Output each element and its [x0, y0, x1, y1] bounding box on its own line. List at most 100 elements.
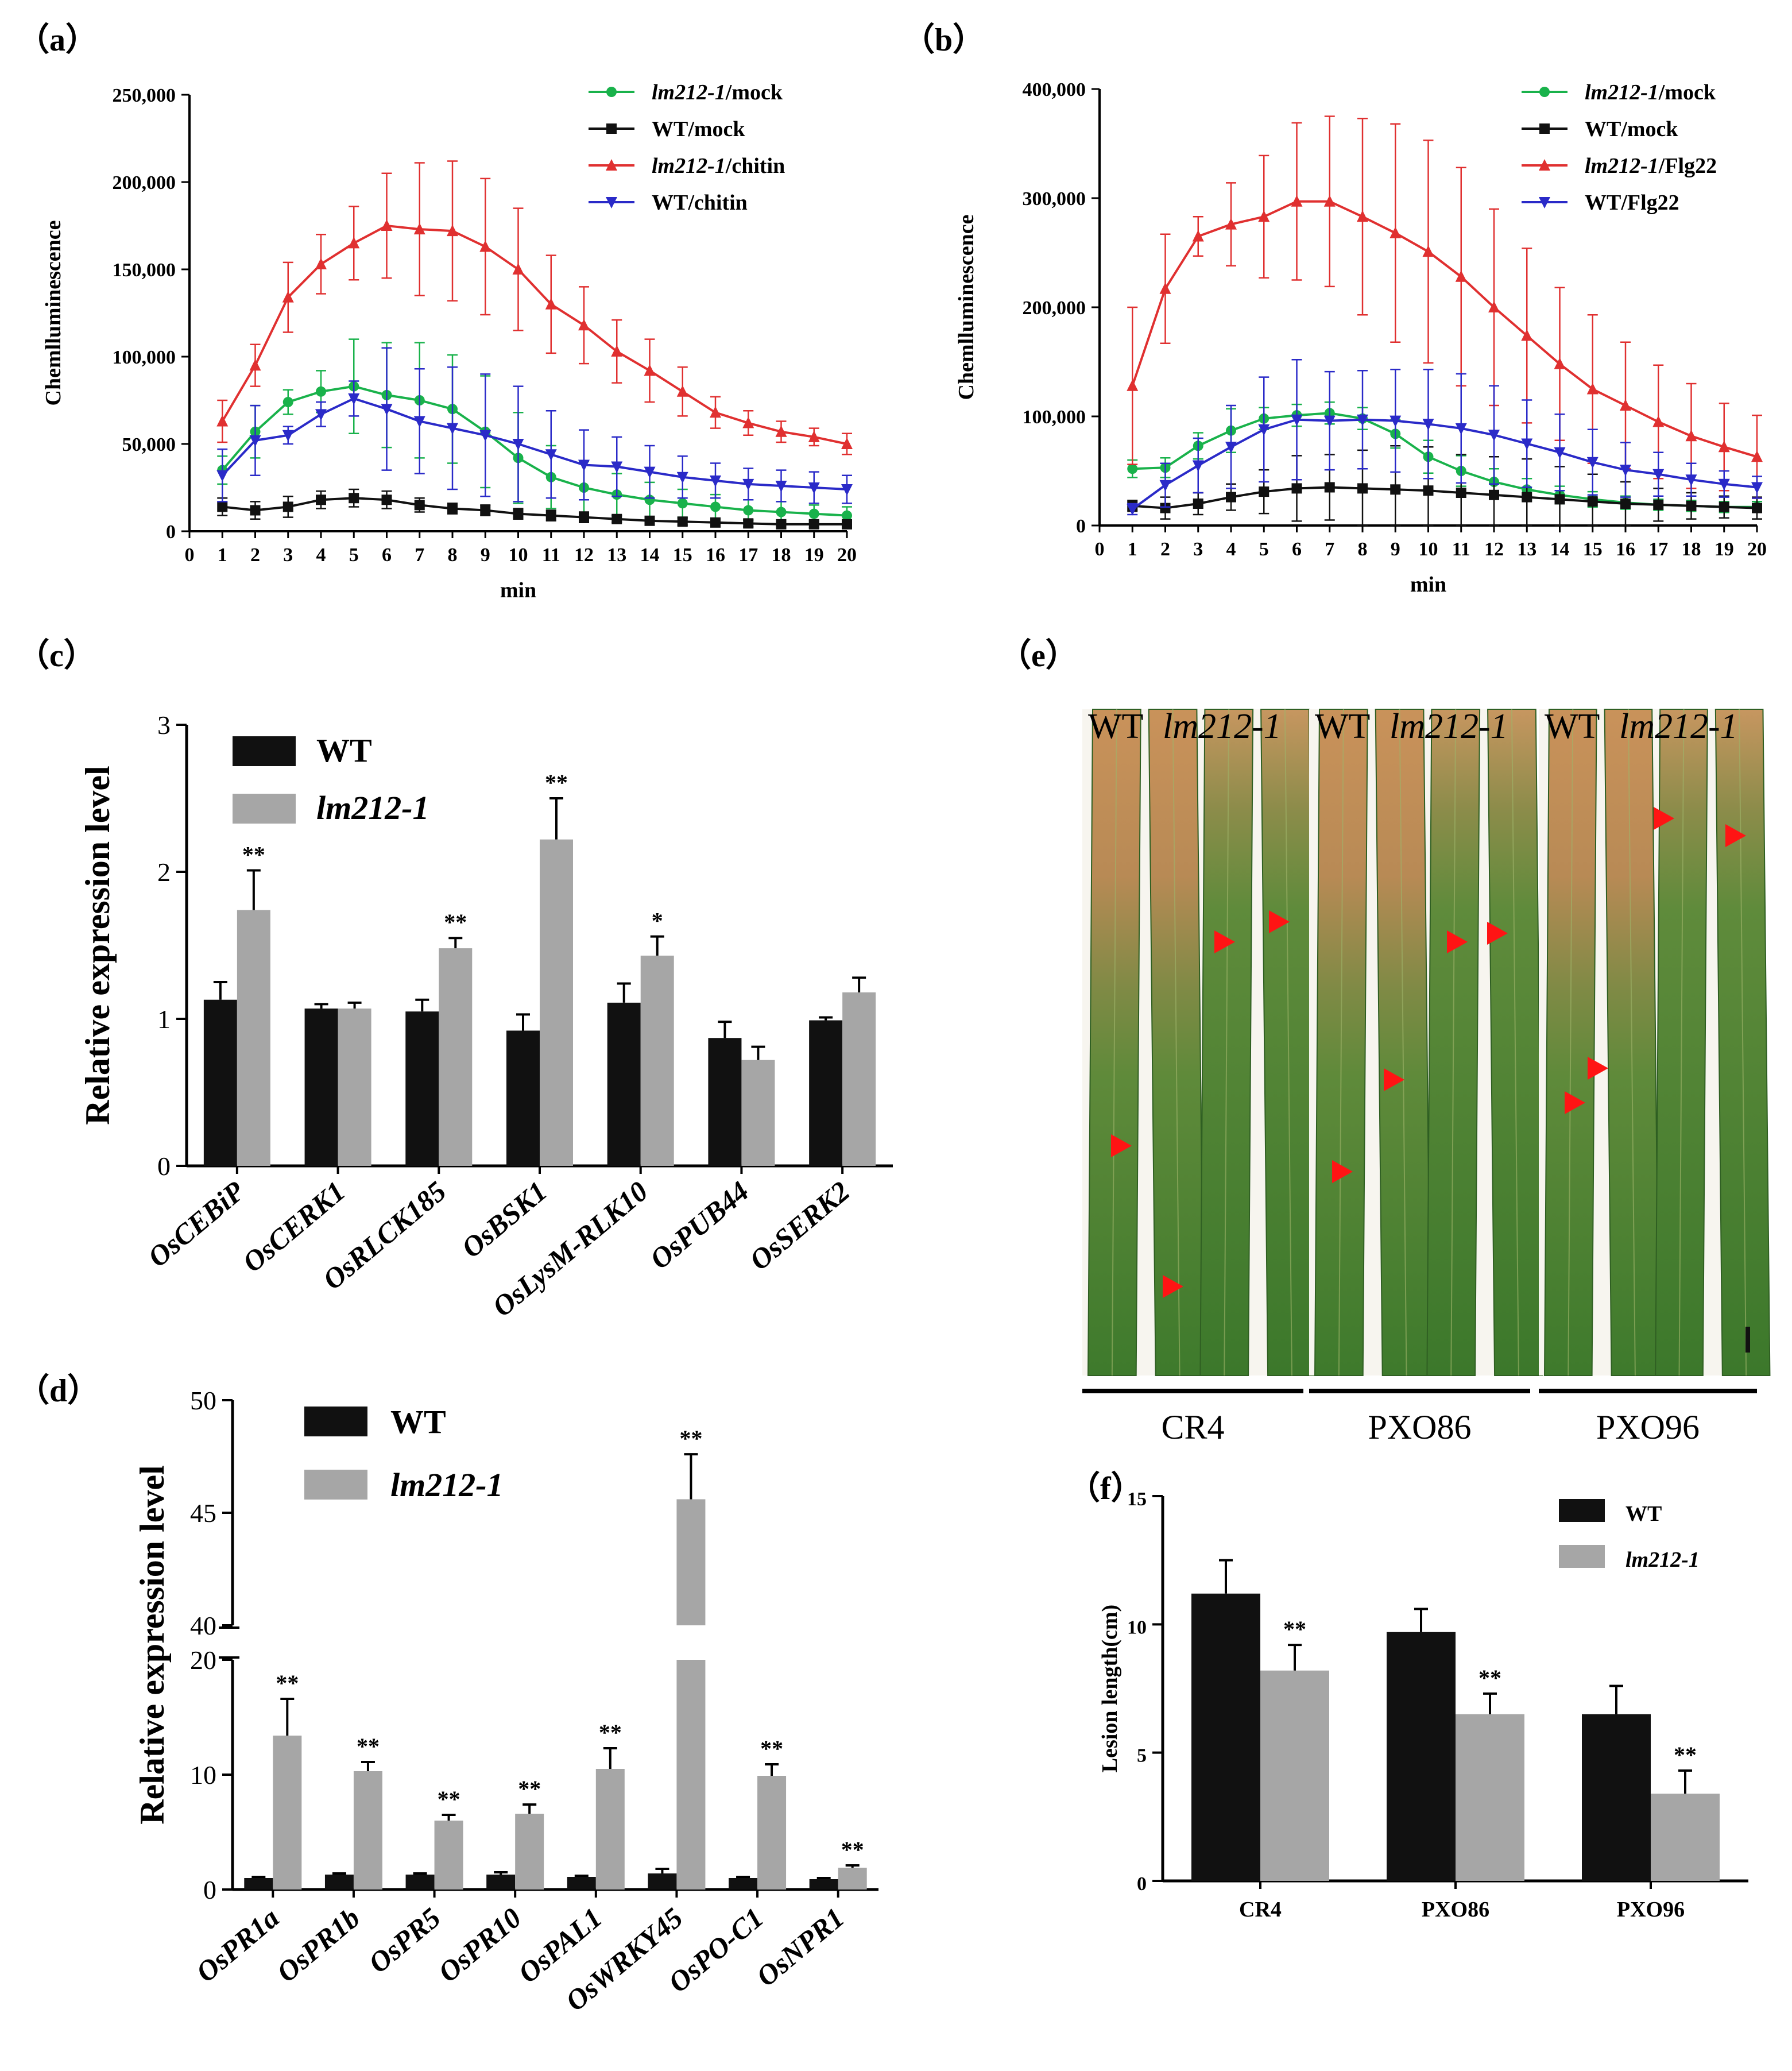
data-point — [1324, 482, 1335, 493]
strain-label: CR4 — [1161, 1408, 1224, 1446]
genotype-label-mutant: lm212-1 — [1619, 707, 1738, 746]
panel-label-e: （e） — [999, 637, 1078, 674]
significance-mark: * — [652, 908, 663, 934]
x-tick-label: 11 — [1452, 539, 1470, 560]
bar-lm212-1 — [540, 839, 573, 1166]
x-tick-label: 18 — [1682, 539, 1701, 560]
legend-marker — [1539, 87, 1550, 97]
bar-WT — [506, 1030, 540, 1166]
lesion-arrow-marker — [1269, 910, 1290, 933]
data-point — [1554, 357, 1566, 369]
y-tick-label: 250,000 — [113, 85, 176, 106]
x-category-label: OsPR5 — [362, 1902, 447, 1980]
y-tick-label: 5 — [1137, 1745, 1147, 1767]
bar-WT — [203, 999, 237, 1166]
y-tick-label: 10 — [190, 1760, 216, 1790]
x-tick-label: 17 — [1648, 539, 1668, 560]
x-tick-label: 4 — [316, 544, 326, 566]
data-point — [348, 393, 360, 405]
legend-label: lm212-1/mock — [652, 80, 783, 105]
line-chart-a: 0 1 2 3 4 5 6 7 8 9 10 11 12 13 14 15 16 17 18 19 20050,0001… — [41, 80, 857, 602]
data-point — [808, 430, 820, 442]
bar-lm212-1 — [1651, 1794, 1720, 1881]
data-point — [1620, 499, 1631, 509]
data-point — [1685, 430, 1697, 442]
data-point — [1455, 270, 1467, 282]
data-point — [644, 466, 656, 478]
x-tick-label: 1 — [218, 544, 227, 566]
y-tick-label: 40 — [190, 1611, 216, 1640]
data-point — [676, 385, 688, 397]
x-category-label: OsCEBiP — [142, 1174, 251, 1273]
y-tick-label: 50,000 — [122, 434, 176, 455]
data-point — [1751, 482, 1763, 494]
x-tick-label: 14 — [640, 544, 660, 566]
data-point — [743, 518, 754, 529]
data-point — [1620, 399, 1631, 411]
panel-label-c: （c） — [17, 637, 96, 674]
x-category-label: OsNPR1 — [750, 1902, 850, 1993]
legend-label: WT/mock — [652, 117, 745, 141]
x-tick-label: 11 — [542, 544, 560, 566]
x-tick-label: 7 — [415, 544, 424, 566]
data-point — [841, 438, 853, 449]
data-point — [282, 291, 294, 303]
data-point — [513, 508, 524, 519]
data-point — [249, 435, 261, 447]
x-category-label: OsPUB44 — [644, 1175, 754, 1276]
data-point — [1455, 423, 1467, 435]
leaf-midrib — [1284, 709, 1292, 1376]
legend-label: lm212-1/Flg22 — [1585, 154, 1717, 178]
x-tick-label: 2 — [1160, 539, 1170, 560]
legend-marker — [606, 159, 617, 171]
legend-swatch — [233, 736, 296, 766]
bar-WT — [729, 1878, 758, 1890]
data-point — [808, 508, 819, 519]
legend-swatch — [304, 1407, 367, 1436]
lesion-arrow-marker — [1725, 824, 1746, 847]
data-point — [775, 480, 787, 492]
data-point — [776, 507, 787, 517]
data-point — [316, 494, 326, 505]
x-tick-label: 6 — [382, 544, 392, 566]
bar-WT — [809, 1020, 843, 1166]
data-point — [250, 505, 261, 516]
data-point — [545, 449, 557, 461]
significance-mark: ** — [518, 1776, 541, 1802]
y-tick-label: 3 — [157, 710, 171, 740]
x-tick-label: 16 — [706, 544, 725, 566]
y-tick-label: 0 — [203, 1875, 216, 1904]
data-point — [512, 439, 524, 450]
data-point — [1752, 503, 1762, 513]
bar-lm212-1 — [838, 1868, 867, 1890]
data-point — [710, 475, 721, 487]
x-category-label: OsBSK1 — [455, 1175, 553, 1264]
significance-mark: ** — [841, 1837, 864, 1863]
data-point — [1258, 210, 1270, 222]
data-point — [1422, 419, 1434, 431]
leaf-midrib — [1172, 709, 1181, 1376]
y-tick-label: 100,000 — [1023, 407, 1086, 428]
bar-lm212-1 — [515, 1814, 544, 1890]
data-point — [1127, 463, 1138, 474]
data-point — [710, 501, 721, 512]
lesion-arrow-marker — [1588, 1057, 1608, 1080]
x-axis-label: min — [1410, 573, 1446, 597]
data-point — [1390, 415, 1402, 427]
series-red — [1127, 115, 1763, 499]
significance-mark: ** — [1479, 1665, 1501, 1691]
bar-lm212-1 — [640, 955, 674, 1166]
significance-mark: ** — [1674, 1742, 1697, 1768]
leaf-midrib — [1678, 709, 1685, 1376]
x-category-label: PXO96 — [1617, 1898, 1685, 1922]
bar-lm212-1 — [1456, 1714, 1524, 1881]
data-point — [216, 415, 229, 427]
data-point — [381, 219, 393, 231]
significance-mark: ** — [438, 1786, 460, 1812]
data-point — [316, 386, 326, 397]
series-black — [1127, 445, 1762, 527]
data-point — [1522, 492, 1532, 503]
y-tick-label: 400,000 — [1023, 79, 1086, 101]
bar-WT — [324, 1875, 354, 1890]
significance-mark: ** — [444, 909, 467, 935]
